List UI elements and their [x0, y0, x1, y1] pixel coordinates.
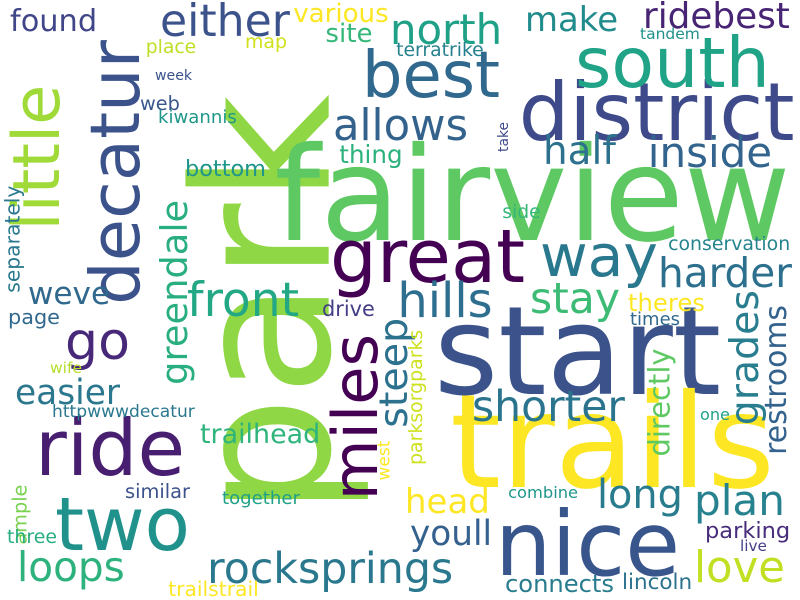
word-ride: ride: [35, 404, 186, 495]
word-theres: theres: [628, 288, 705, 318]
word-loops: loops: [17, 543, 125, 592]
word-map: map: [245, 30, 287, 53]
word-love: love: [694, 542, 785, 593]
word-plan: plan: [694, 476, 785, 526]
word-go: go: [65, 312, 130, 373]
word-ridebest: ridebest: [643, 0, 790, 38]
word-hills: hills: [397, 273, 493, 329]
word-inside: inside: [647, 127, 773, 177]
word-shorter: shorter: [472, 383, 625, 433]
word-either: either: [160, 0, 290, 48]
word-found: found: [10, 3, 98, 39]
word-combine: combine: [508, 483, 579, 503]
word-bottom: bottom: [185, 155, 266, 182]
word-north: north: [390, 5, 503, 55]
word-site: site: [325, 19, 373, 49]
word-stay: stay: [530, 274, 621, 324]
word-make: make: [525, 0, 619, 39]
word-three: three: [7, 526, 57, 549]
word-restrooms: restrooms: [758, 305, 794, 455]
word-live: live: [740, 536, 767, 555]
word-half: half: [543, 129, 616, 174]
word-decatur: decatur: [75, 40, 156, 305]
word-head: head: [405, 482, 490, 522]
word-south: south: [575, 22, 770, 104]
word-kiwannis: kiwannis: [158, 107, 237, 129]
word-trails: trails: [450, 366, 775, 519]
word-long: long: [597, 472, 683, 519]
word-similar: similar: [125, 479, 191, 503]
word-page: page: [8, 304, 60, 329]
word-directly: directly: [642, 348, 677, 457]
word-times: times: [630, 309, 681, 330]
word-web: web: [140, 91, 180, 115]
word-fairview: fairview: [274, 118, 791, 271]
word-rocksprings: rocksprings: [207, 544, 454, 595]
word-separately: separately: [0, 185, 25, 293]
word-easier: easier: [15, 372, 121, 413]
word-two: two: [55, 481, 190, 568]
word-trailstrail: trailstrail: [168, 576, 259, 600]
word-nice: nice: [495, 492, 681, 597]
word-youll: youll: [410, 513, 493, 554]
word-terratrike: terratrike: [396, 40, 484, 62]
word-drive: drive: [322, 297, 375, 321]
word-various: various: [293, 0, 389, 29]
word-front: front: [187, 273, 300, 328]
word-weve: weve: [28, 275, 111, 312]
word-lincoln: lincoln: [622, 569, 693, 595]
word-take: take: [496, 121, 513, 153]
word-week: week: [155, 68, 193, 84]
word-conservation: conservation: [668, 232, 791, 255]
word-connects: connects: [505, 569, 615, 598]
word-place: place: [145, 37, 197, 59]
word-west: west: [374, 440, 395, 480]
word-httpwwwdecatur: httpwwwdecatur: [52, 402, 195, 423]
word-tandem: tandem: [640, 25, 700, 44]
word-great: great: [330, 213, 526, 300]
word-harder: harder: [658, 249, 792, 298]
word-trailhead: trailhead: [200, 419, 321, 451]
word-way: way: [540, 221, 658, 290]
word-start: start: [434, 280, 722, 424]
word-allows: allows: [333, 100, 469, 151]
word-side: side: [502, 202, 541, 224]
word-parksorgparks: parksorgparks: [404, 329, 427, 466]
word-one: one: [700, 405, 730, 425]
word-thing: thing: [339, 140, 403, 170]
word-district: district: [518, 65, 795, 159]
word-best: best: [362, 38, 500, 113]
word-wife: wife: [50, 358, 82, 377]
word-parking: parking: [705, 517, 791, 544]
word-together: together: [222, 488, 300, 510]
